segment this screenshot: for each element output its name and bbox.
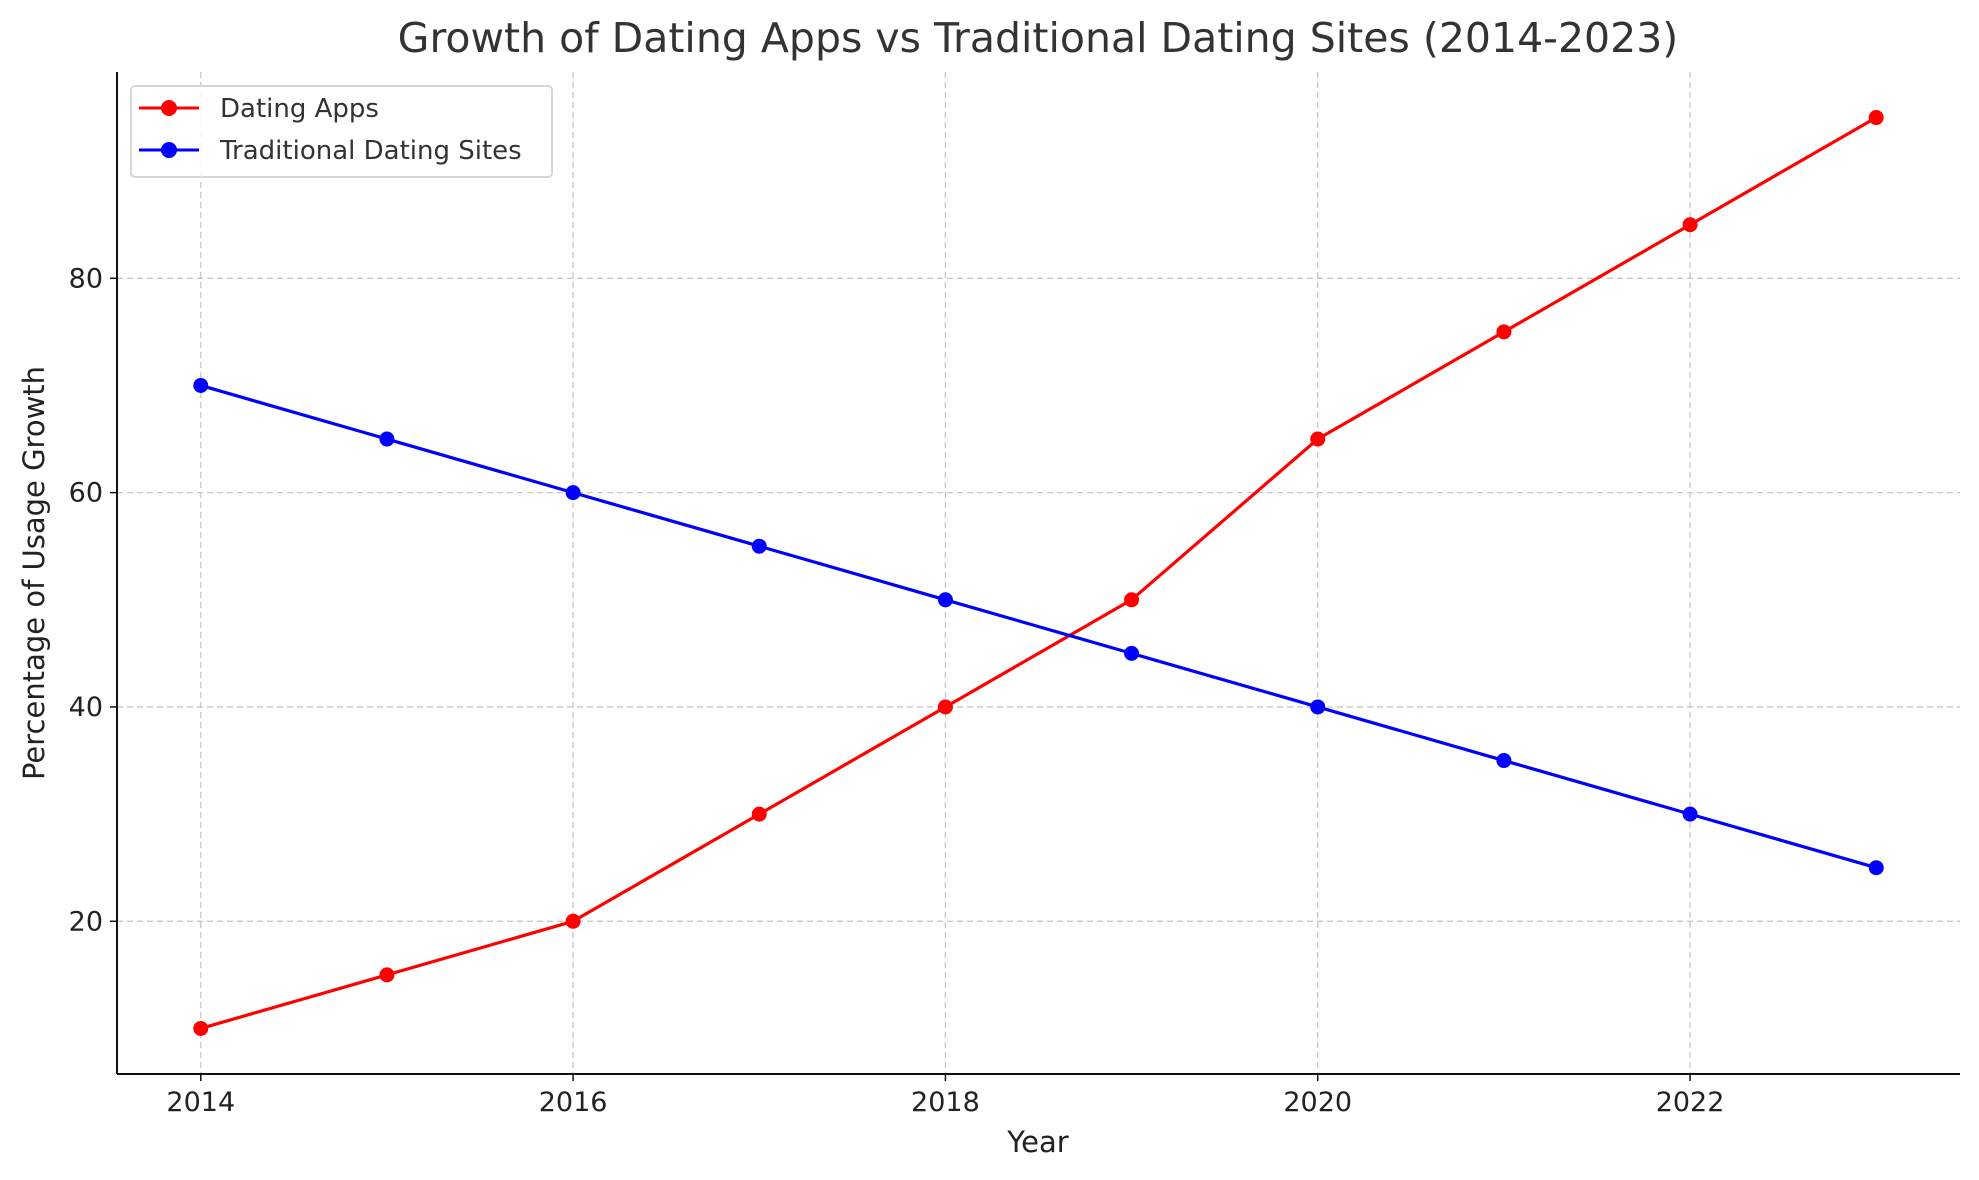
x-tick-label: 2020: [1283, 1087, 1352, 1118]
data-point-dating-apps-2022: [1682, 217, 1698, 233]
y-tick-label: 80: [69, 263, 103, 294]
data-point-traditional-dating-sites-2021: [1496, 753, 1512, 769]
y-tick-label: 40: [69, 692, 103, 723]
x-tick-label: 2018: [911, 1087, 980, 1118]
y-tick-label: 20: [69, 906, 103, 937]
legend-box: [130, 85, 553, 178]
data-point-traditional-dating-sites-2020: [1310, 699, 1326, 715]
x-tick-label: 2016: [539, 1087, 608, 1118]
data-point-dating-apps-2018: [937, 699, 953, 715]
data-point-dating-apps-2016: [565, 913, 581, 929]
data-point-traditional-dating-sites-2017: [751, 538, 767, 554]
chart-title: Growth of Dating Apps vs Traditional Dat…: [398, 14, 1679, 62]
y-axis-label: Percentage of Usage Growth: [17, 366, 51, 780]
data-point-traditional-dating-sites-2022: [1682, 806, 1698, 822]
data-point-traditional-dating-sites-2016: [565, 485, 581, 501]
data-point-traditional-dating-sites-2019: [1124, 645, 1140, 661]
data-point-dating-apps-2021: [1496, 324, 1512, 340]
data-point-dating-apps-2014: [193, 1020, 209, 1036]
data-point-dating-apps-2020: [1310, 431, 1326, 447]
legend-marker-dating-apps: [161, 100, 177, 116]
data-point-dating-apps-2019: [1124, 592, 1140, 608]
grid: [117, 72, 1960, 1074]
series-line-traditional-dating-sites: [200, 383, 1877, 870]
data-point-traditional-dating-sites-2014: [193, 377, 209, 393]
legend-label-traditional-sites: Traditional Dating Sites: [219, 136, 522, 166]
ticks: 2014 2016 2018 2020 2022 20 40 60 80: [69, 263, 1725, 1118]
data-point-traditional-dating-sites-2018: [937, 592, 953, 608]
series-line-dating-apps: [200, 116, 1878, 1030]
series-group: [193, 110, 1884, 1036]
data-point-dating-apps-2017: [751, 806, 767, 822]
data-point-dating-apps-2023: [1868, 110, 1884, 126]
x-tick-label: 2022: [1656, 1087, 1725, 1118]
legend-label-dating-apps: Dating Apps: [220, 94, 379, 124]
data-point-traditional-dating-sites-2015: [379, 431, 395, 447]
legend-marker-traditional-sites: [161, 142, 177, 158]
x-axis-label: Year: [1006, 1125, 1068, 1159]
data-point-dating-apps-2015: [379, 967, 395, 983]
x-tick-label: 2014: [166, 1087, 235, 1118]
y-tick-label: 60: [69, 478, 103, 509]
data-point-traditional-dating-sites-2023: [1868, 860, 1884, 876]
legend: Dating Apps Traditional Dating Sites: [130, 85, 553, 178]
